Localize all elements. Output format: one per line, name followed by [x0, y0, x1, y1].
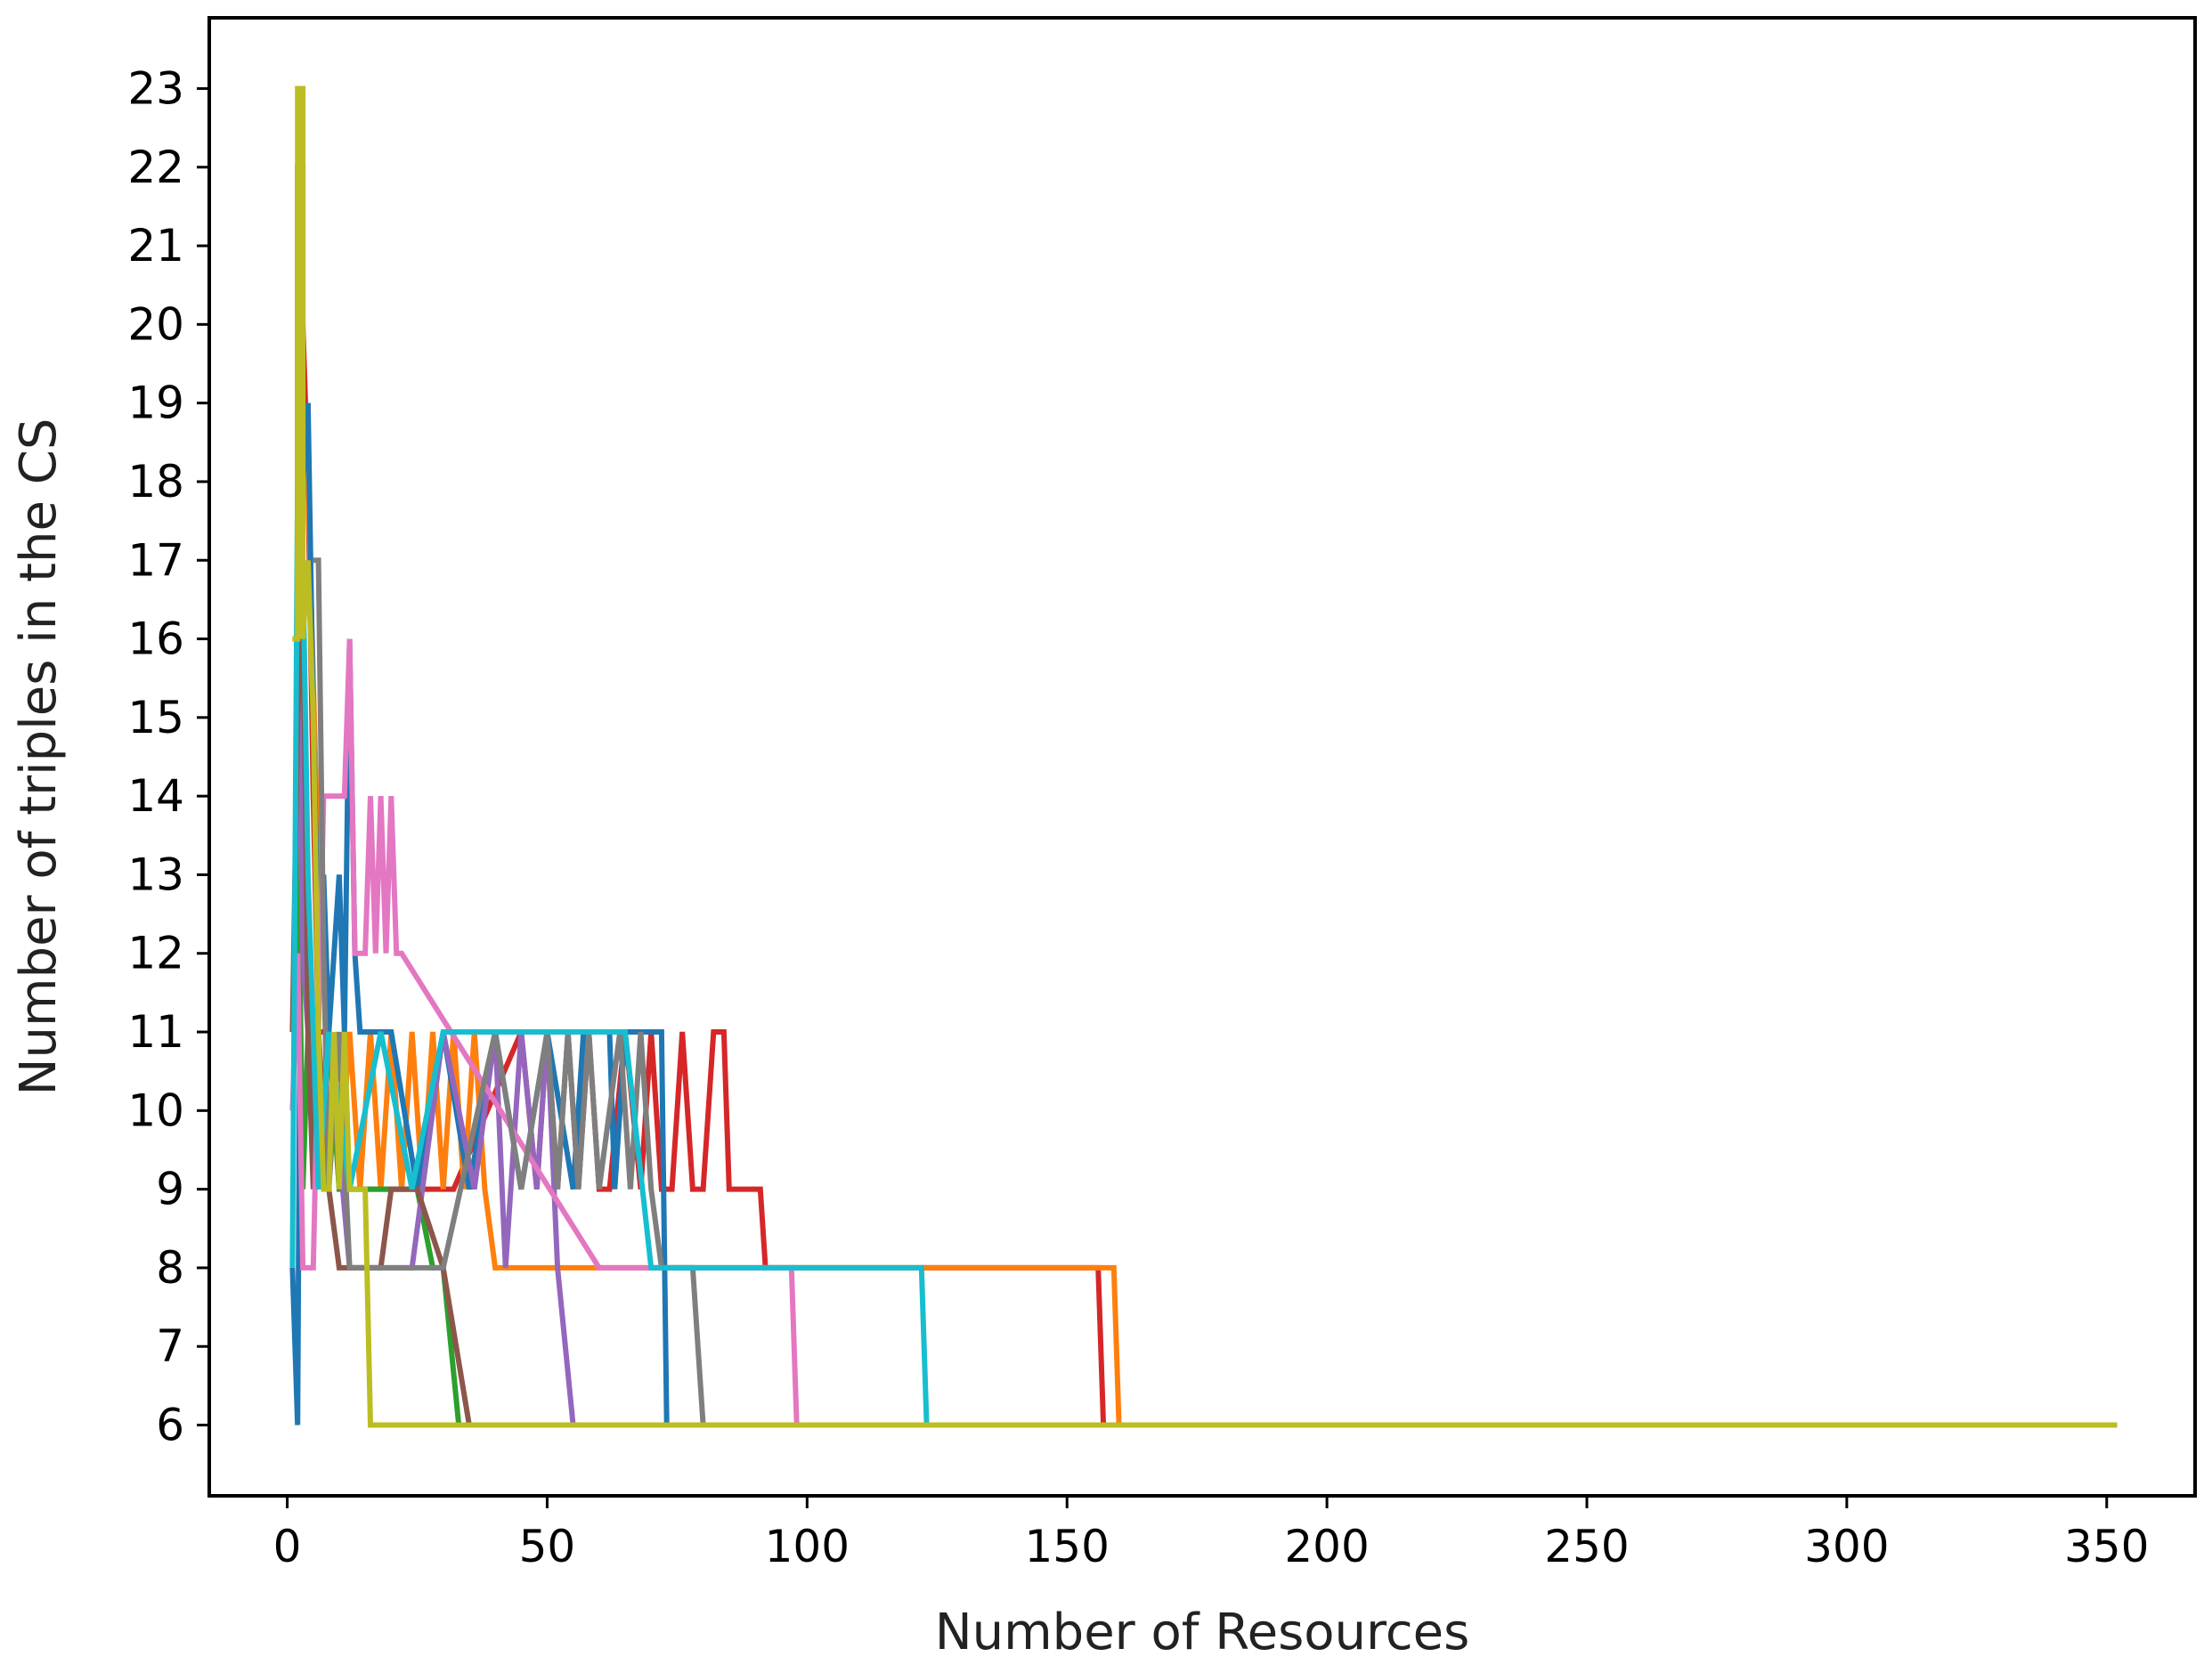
- y-axis-label: Number of triples in the CS: [10, 418, 68, 1096]
- y-tick-label: 9: [156, 1164, 184, 1215]
- y-tick-label: 17: [127, 534, 184, 586]
- series-line-10: [292, 85, 2118, 1428]
- y-tick-label: 22: [127, 142, 184, 193]
- y-tick-label: 8: [156, 1242, 184, 1294]
- y-tick-label: 14: [127, 770, 184, 822]
- x-tick-label: 200: [1284, 1521, 1369, 1572]
- y-tick-label: 23: [127, 62, 184, 114]
- x-tick-label: 300: [1804, 1521, 1889, 1572]
- x-tick-label: 0: [273, 1521, 302, 1572]
- series-line-6: [289, 560, 2118, 1428]
- series-line-3: [289, 402, 2118, 1428]
- series-layer: [289, 85, 2118, 1428]
- y-tick-label: 15: [127, 692, 184, 743]
- x-axis-label: Number of Resources: [935, 1604, 1470, 1661]
- series-line-2: [295, 402, 2118, 1428]
- y-tick-label: 18: [127, 456, 184, 508]
- x-tick-label: 50: [519, 1521, 576, 1572]
- y-tick-label: 16: [127, 613, 184, 665]
- y-tick-label: 13: [127, 849, 184, 900]
- y-tick-label: 11: [127, 1006, 184, 1058]
- y-tick-label: 10: [127, 1084, 184, 1136]
- x-tick-label: 350: [2064, 1521, 2149, 1572]
- y-tick-label: 19: [127, 378, 184, 429]
- plot-frame: [207, 16, 2197, 1498]
- x-tick-label: 100: [765, 1521, 850, 1572]
- series-line-8: [313, 557, 2118, 1428]
- y-tick-label: 20: [127, 298, 184, 350]
- y-tick-label: 12: [127, 928, 184, 979]
- y-axis: 6 7 8 9 10 11 12 13 14 15 16 17 18 19 20 21 22 23: [127, 62, 209, 1451]
- y-tick-label: 6: [156, 1400, 184, 1451]
- series-line-9: [289, 481, 2118, 1428]
- x-tick-label: 250: [1544, 1521, 1629, 1572]
- x-tick-label: 150: [1025, 1521, 1110, 1572]
- x-axis: 0 50 100 150 200 250 300 350: [273, 1496, 2149, 1572]
- y-tick-label: 7: [156, 1320, 184, 1372]
- series-line-1: [295, 164, 2118, 1428]
- y-tick-label: 21: [127, 220, 184, 272]
